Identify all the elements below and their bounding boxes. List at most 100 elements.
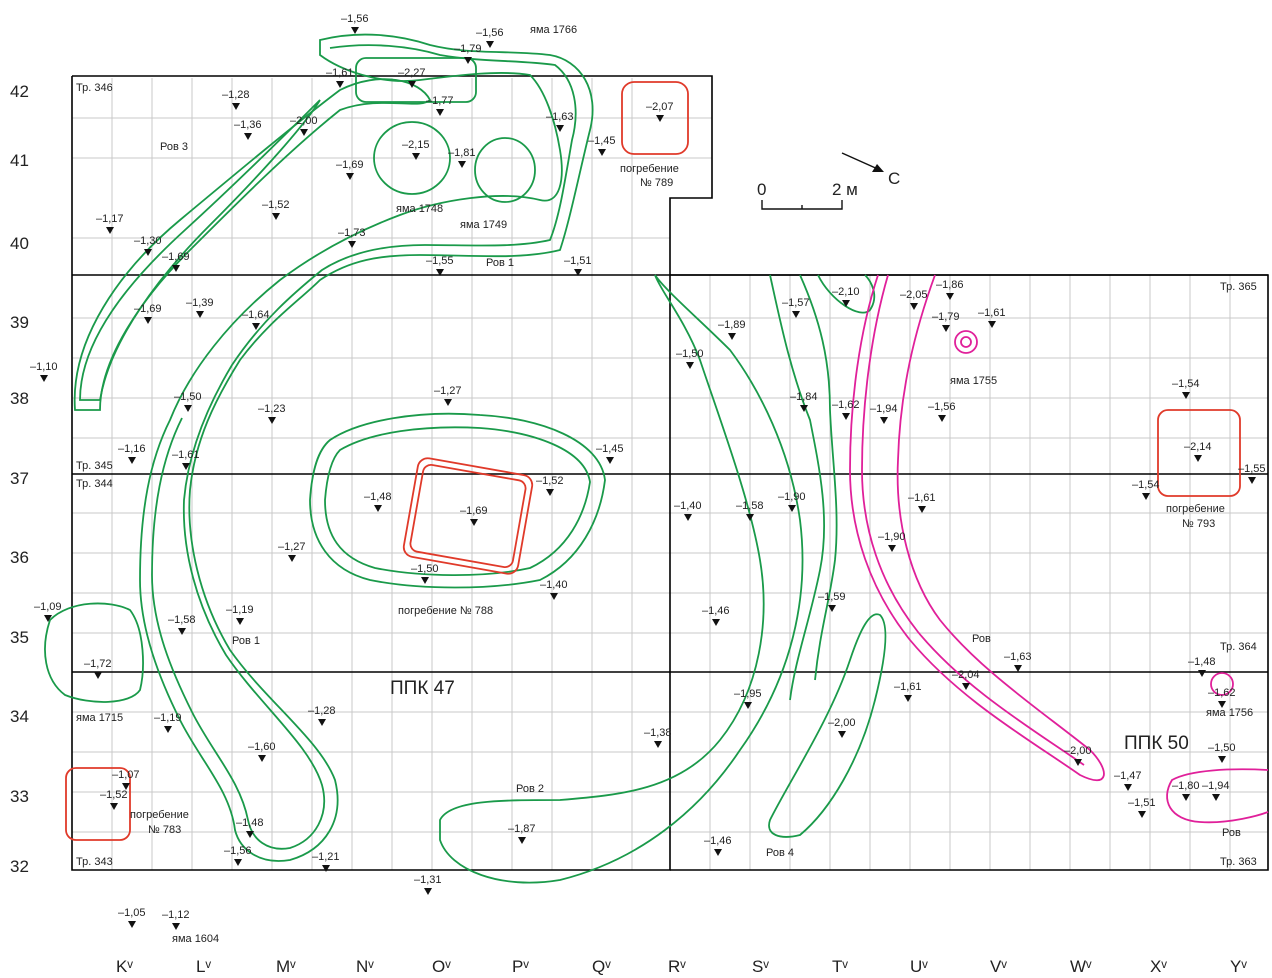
burial-788-inner bbox=[324, 426, 591, 577]
svg-text:–1,40: –1,40 bbox=[540, 579, 568, 591]
svg-text:–1,56: –1,56 bbox=[224, 845, 252, 857]
svg-text:–1,16: –1,16 bbox=[118, 443, 146, 455]
elevation-marker: –1,54 bbox=[1132, 479, 1160, 500]
label-rov-pink-2: Ров bbox=[1222, 827, 1241, 839]
svg-text:–1,45: –1,45 bbox=[588, 135, 616, 147]
svg-text:–1,19: –1,19 bbox=[226, 604, 254, 616]
svg-text:–1,56: –1,56 bbox=[476, 27, 504, 39]
elevation-marker: –1,40 bbox=[540, 579, 568, 600]
ditch-rov4 bbox=[768, 613, 887, 838]
trench-outlines bbox=[71, 75, 1269, 871]
elevation-marker: –2,10 bbox=[832, 286, 860, 307]
elevation-marker: –1,87 bbox=[508, 823, 536, 844]
row-label: 37 bbox=[10, 469, 29, 488]
ditch-rov2 bbox=[439, 274, 804, 884]
elevation-marker: –1,45 bbox=[588, 135, 616, 156]
elevation-marker: –1,52 bbox=[100, 789, 128, 810]
svg-text:–2,27: –2,27 bbox=[398, 67, 426, 79]
elevation-marker: –2,15 bbox=[402, 139, 430, 160]
svg-text:–1,58: –1,58 bbox=[736, 500, 764, 512]
scale-zero: 0 bbox=[757, 180, 766, 199]
elevation-marker: –1,55 bbox=[1238, 463, 1266, 484]
elevation-marker: –2,27 bbox=[398, 67, 426, 88]
row-label: 39 bbox=[10, 313, 29, 332]
svg-text:–2,00: –2,00 bbox=[290, 115, 318, 127]
column-label: Oᵛ bbox=[432, 957, 451, 976]
column-label: Tᵛ bbox=[832, 957, 848, 976]
label-pit-1766: яма 1766 bbox=[530, 24, 577, 36]
svg-text:–1,09: –1,09 bbox=[34, 601, 62, 613]
elevation-marker: –1,61 bbox=[894, 681, 922, 702]
svg-text:–1,62: –1,62 bbox=[1208, 687, 1236, 699]
svg-text:–1,07: –1,07 bbox=[112, 769, 140, 781]
label-burial-783-number: № 783 bbox=[148, 824, 181, 836]
trench-label-344: Тр. 344 bbox=[76, 478, 113, 490]
elevation-marker: –1,40 bbox=[674, 500, 702, 521]
elevation-marker: –1,30 bbox=[134, 235, 162, 256]
svg-text:–1,90: –1,90 bbox=[878, 531, 906, 543]
svg-text:–1,61: –1,61 bbox=[908, 492, 936, 504]
elevation-marker: –1,89 bbox=[718, 319, 746, 340]
elevation-marker: –1,81 bbox=[448, 147, 476, 168]
label-burial-783: погребение bbox=[130, 809, 189, 821]
svg-text:–1,28: –1,28 bbox=[222, 89, 250, 101]
green-features bbox=[44, 33, 887, 884]
elevation-marker: –1,58 bbox=[168, 614, 196, 635]
svg-text:–1,79: –1,79 bbox=[932, 311, 960, 323]
feature-labels: Ров 1 Ров 1 Ров 2 Ров 3 Ров 4 Ров Ров ям… bbox=[76, 24, 1253, 945]
elevation-marker: –1,46 bbox=[702, 605, 730, 626]
elevation-marker: –1,19 bbox=[226, 604, 254, 625]
elevation-marker: –1,61 bbox=[172, 449, 200, 470]
column-label: Lᵛ bbox=[196, 957, 211, 976]
pit-1755 bbox=[954, 330, 978, 354]
elevation-marker: –1,54 bbox=[1172, 378, 1200, 399]
svg-text:–1,45: –1,45 bbox=[596, 443, 624, 455]
svg-text:–1,55: –1,55 bbox=[426, 255, 454, 267]
elevation-marker: –1,86 bbox=[936, 279, 964, 300]
elevation-marker: –1,64 bbox=[242, 309, 270, 330]
elevation-marker: –1,94 bbox=[870, 403, 898, 424]
row-label: 38 bbox=[10, 389, 29, 408]
elevation-marker: –1,47 bbox=[1114, 770, 1142, 791]
area-labels: ППК 47 ППК 50 bbox=[390, 678, 1189, 754]
ditch-rov3-inner bbox=[79, 99, 321, 401]
trench-label-345: Тр. 345 bbox=[76, 460, 113, 472]
column-label: Yᵛ bbox=[1230, 957, 1247, 976]
svg-text:–2,00: –2,00 bbox=[1064, 745, 1092, 757]
svg-text:–1,69: –1,69 bbox=[162, 251, 190, 263]
svg-text:–1,52: –1,52 bbox=[262, 199, 290, 211]
elevation-marker: –1,50 bbox=[174, 391, 202, 412]
svg-text:–1,27: –1,27 bbox=[434, 385, 462, 397]
svg-text:–1,59: –1,59 bbox=[818, 591, 846, 603]
elevation-marker: –1,05 bbox=[118, 907, 146, 928]
svg-text:–1,21: –1,21 bbox=[312, 851, 340, 863]
svg-text:–1,40: –1,40 bbox=[674, 500, 702, 512]
north-label: С bbox=[888, 169, 900, 188]
svg-text:–2,00: –2,00 bbox=[828, 717, 856, 729]
elevation-marker: –1,61 bbox=[978, 307, 1006, 328]
trench-label-343: Тр. 343 bbox=[76, 856, 113, 868]
label-burial-789: погребение bbox=[620, 163, 679, 175]
ditch-top-right-2 bbox=[799, 274, 838, 681]
svg-text:–1,86: –1,86 bbox=[936, 279, 964, 291]
row-labels: 42 41 40 39 38 37 36 35 34 33 32 bbox=[10, 82, 29, 876]
elevation-marker: –1,48 bbox=[1188, 656, 1216, 677]
area-label-ppk47: ППК 47 bbox=[390, 678, 455, 699]
svg-text:–1,95: –1,95 bbox=[734, 688, 762, 700]
red-burials bbox=[65, 81, 1241, 841]
row-label: 42 bbox=[10, 82, 29, 101]
trench-labels: Тр. 346 Тр. 345 Тр. 344 Тр. 343 Тр. 365 … bbox=[76, 82, 1257, 868]
column-label: Uᵛ bbox=[910, 957, 928, 976]
elevation-marker: –2,14 bbox=[1184, 441, 1212, 462]
pit-1748 bbox=[373, 121, 451, 195]
svg-text:–1,84: –1,84 bbox=[790, 391, 818, 403]
elevation-marker: –1,69 bbox=[162, 251, 190, 272]
row-label: 35 bbox=[10, 628, 29, 647]
svg-text:–1,47: –1,47 bbox=[1114, 770, 1142, 782]
svg-text:–1,73: –1,73 bbox=[338, 227, 366, 239]
svg-text:–1,36: –1,36 bbox=[234, 119, 262, 131]
elevation-marker: –2,07 bbox=[646, 101, 674, 122]
svg-text:–1,10: –1,10 bbox=[30, 361, 58, 373]
svg-text:–1,52: –1,52 bbox=[536, 475, 564, 487]
column-label: Nᵛ bbox=[356, 957, 374, 976]
